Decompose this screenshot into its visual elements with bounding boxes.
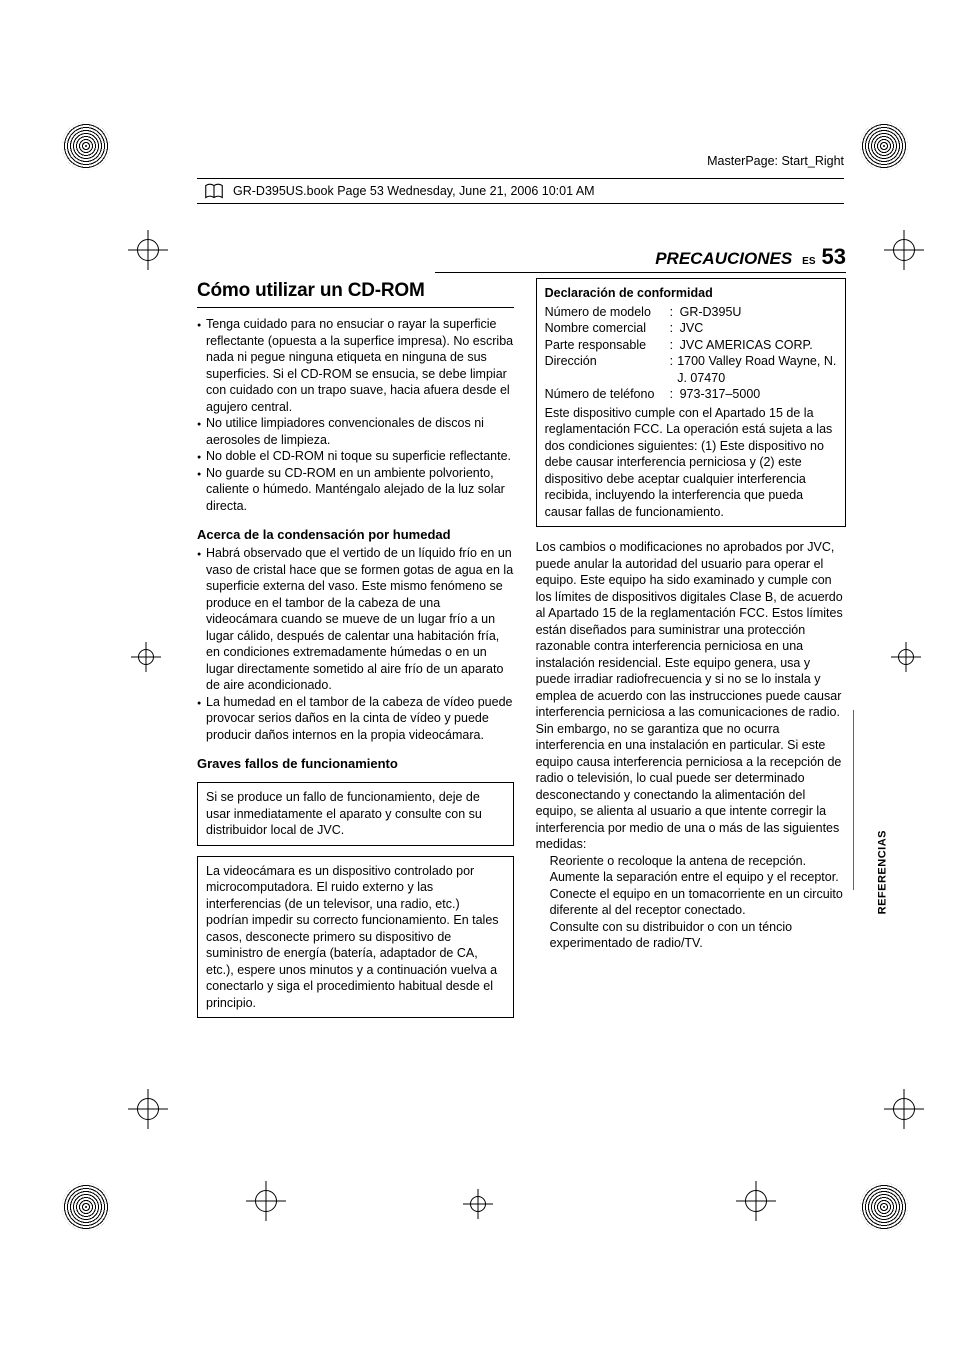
decl-label: Nombre comercial <box>545 320 670 337</box>
measure-item: Aumente la separación entre el equipo y … <box>536 869 846 886</box>
crosshair-bot-mid <box>463 1189 493 1219</box>
bullet-item: No utilice limpiadores convencionales de… <box>197 415 514 448</box>
decl-label: Dirección <box>545 353 670 386</box>
masterpage-label: MasterPage: Start_Right <box>707 154 844 168</box>
left-title: Cómo utilizar un CD-ROM <box>197 278 514 308</box>
decl-label: Parte responsable <box>545 337 670 354</box>
declaration-title: Declaración de conformidad <box>545 285 837 302</box>
decl-value: JVC <box>680 320 704 337</box>
section-es: ES <box>802 256 815 267</box>
right-column: Declaración de conformidad Número de mod… <box>536 278 846 1018</box>
section-title: PRECAUCIONES <box>655 249 792 269</box>
decl-row: Nombre comercial:JVC <box>545 320 837 337</box>
decl-value: GR-D395U <box>680 304 742 321</box>
crosshair-bot-right <box>736 1181 776 1221</box>
crosshair-right-top <box>884 230 924 270</box>
content-area: Cómo utilizar un CD-ROM Tenga cuidado pa… <box>197 278 846 1018</box>
section-header: PRECAUCIONES ES 53 <box>435 244 846 273</box>
bullet-text: No utilice limpiadores convencionales de… <box>206 415 514 448</box>
book-line-text: GR-D395US.book Page 53 Wednesday, June 2… <box>233 184 595 198</box>
crosshair-left-top <box>128 230 168 270</box>
bullet-item: Habrá observado que el vertido de un líq… <box>197 545 514 694</box>
crosshair-left-mid <box>131 642 161 672</box>
crosshair-bot-left <box>246 1181 286 1221</box>
bullet-text: La humedad en el tambor de la cabeza de … <box>206 694 514 744</box>
bullet-item: No guarde su CD-ROM en un ambiente polvo… <box>197 465 514 515</box>
crosshair-left-bot <box>128 1089 168 1129</box>
page-number: 53 <box>822 244 846 270</box>
print-corner-tl <box>62 122 110 170</box>
tab-label: REFERENCIAS <box>876 830 888 914</box>
info-box: La videocámara es un dispositivo control… <box>197 856 514 1019</box>
bullet-text: No guarde su CD-ROM en un ambiente polvo… <box>206 465 514 515</box>
declaration-body: Este dispositivo cumple con el Apartado … <box>545 405 837 521</box>
tab-indicator-line <box>853 710 855 890</box>
subheading-condensation: Acerca de la condensación por humedad <box>197 526 514 543</box>
decl-value: 1700 Valley Road Wayne, N. J. 07470 <box>677 353 837 386</box>
decl-row: Número de teléfono:973-317–5000 <box>545 386 837 403</box>
print-corner-bl <box>62 1183 110 1231</box>
decl-value: JVC AMERICAS CORP. <box>680 337 813 354</box>
crosshair-right-bot <box>884 1089 924 1129</box>
book-line: GR-D395US.book Page 53 Wednesday, June 2… <box>197 178 844 204</box>
subheading-malfunction: Graves fallos de funcionamiento <box>197 755 514 772</box>
decl-value: 973-317–5000 <box>680 386 761 403</box>
bullet-item: No doble el CD-ROM ni toque su superfici… <box>197 448 514 465</box>
decl-label: Número de teléfono <box>545 386 670 403</box>
decl-label: Número de modelo <box>545 304 670 321</box>
measure-item: Consulte con su distribuidor o con un té… <box>536 919 846 952</box>
measure-item: Reoriente o recoloque la antena de recep… <box>536 853 846 870</box>
crosshair-right-mid <box>891 642 921 672</box>
print-corner-br <box>860 1183 908 1231</box>
measure-item: Conecte el equipo en un tomacorriente en… <box>536 886 846 919</box>
bullet-text: No doble el CD-ROM ni toque su superfici… <box>206 448 511 465</box>
print-corner-tr <box>860 122 908 170</box>
bullet-text: Tenga cuidado para no ensuciar o rayar l… <box>206 316 514 415</box>
bullet-text: Habrá observado que el vertido de un líq… <box>206 545 514 694</box>
left-column: Cómo utilizar un CD-ROM Tenga cuidado pa… <box>197 278 514 1018</box>
book-icon <box>203 181 225 203</box>
decl-row: Número de modelo:GR-D395U <box>545 304 837 321</box>
declaration-box: Declaración de conformidad Número de mod… <box>536 278 846 527</box>
bullet-item: La humedad en el tambor de la cabeza de … <box>197 694 514 744</box>
fcc-paragraph: Los cambios o modificaciones no aprobado… <box>536 539 846 853</box>
decl-row: Parte responsable:JVC AMERICAS CORP. <box>545 337 837 354</box>
bullet-item: Tenga cuidado para no ensuciar o rayar l… <box>197 316 514 415</box>
decl-row: Dirección:1700 Valley Road Wayne, N. J. … <box>545 353 837 386</box>
info-box: Si se produce un fallo de funcionamiento… <box>197 782 514 846</box>
